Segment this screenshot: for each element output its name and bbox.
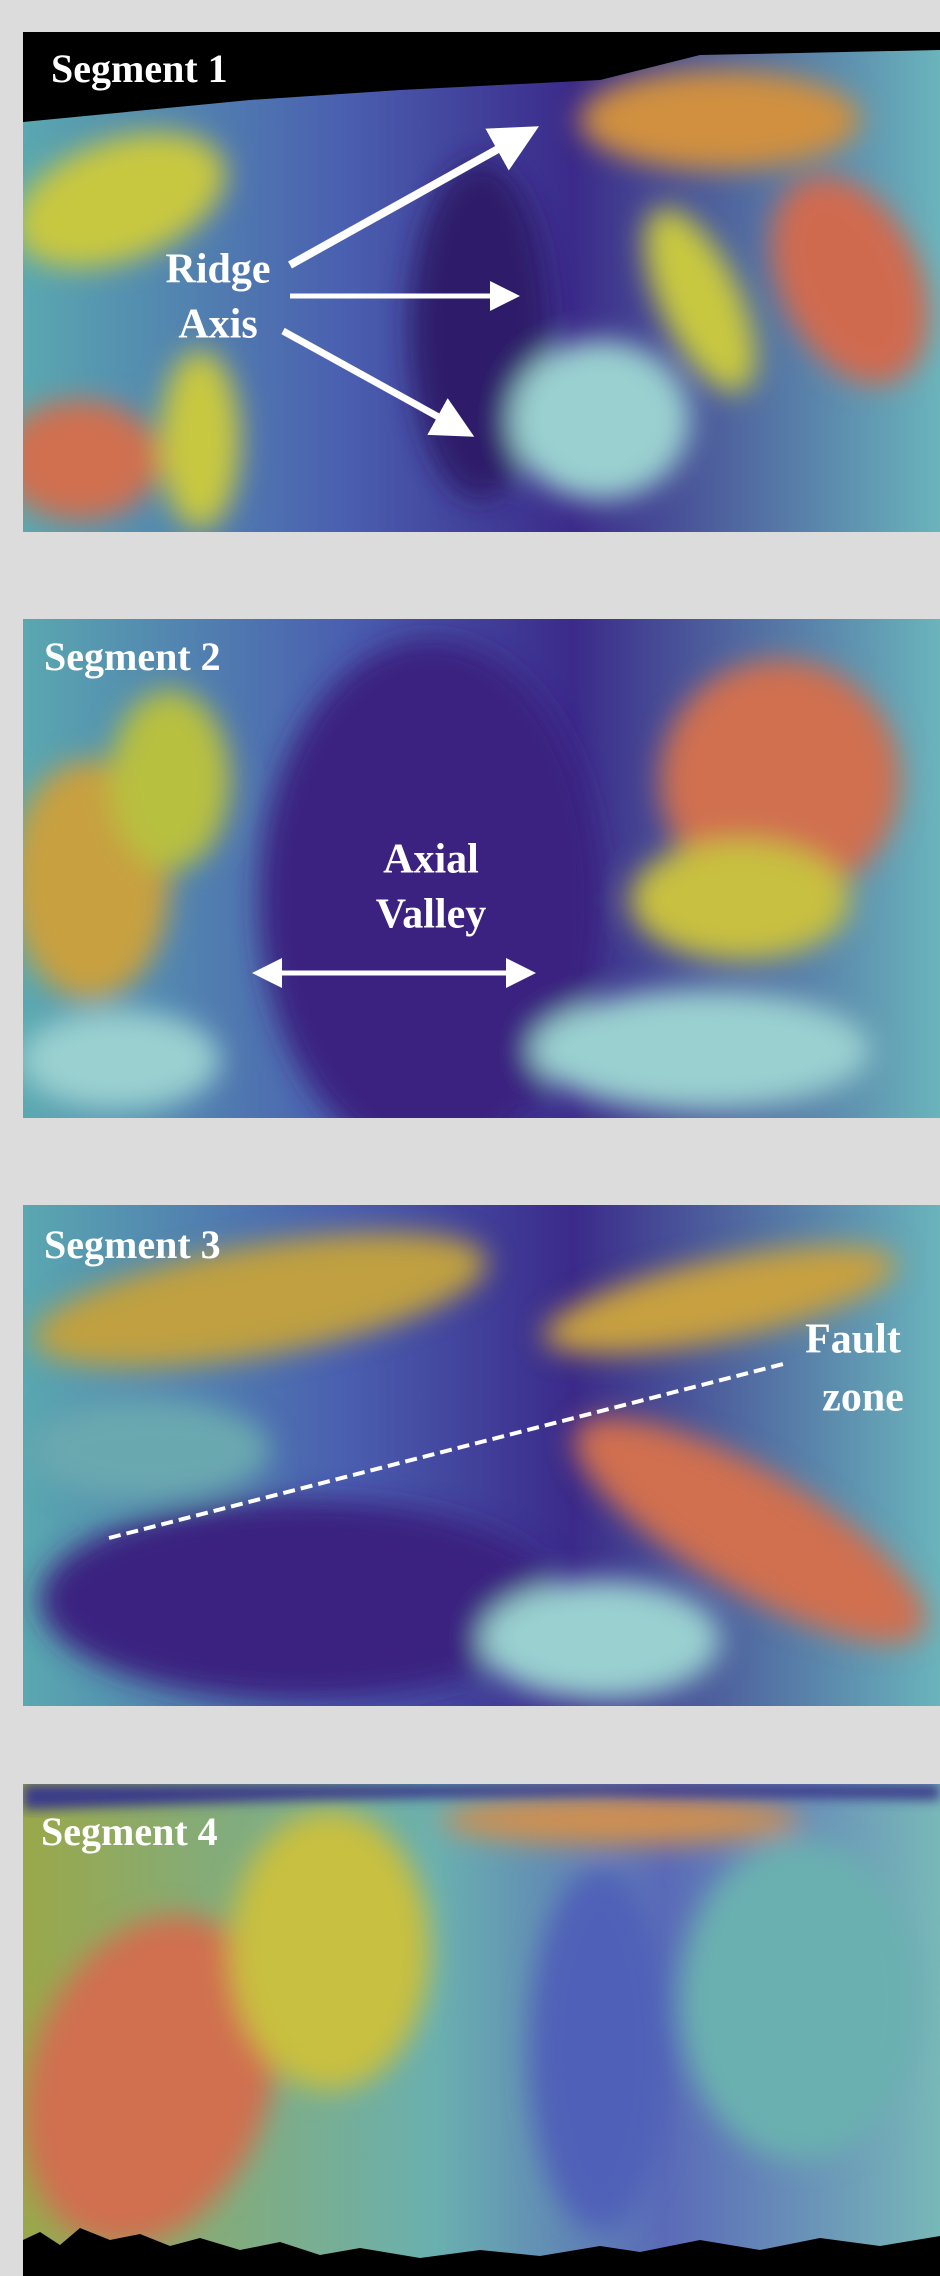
terrain-panel-3: [23, 1205, 940, 1706]
annotation: Fault: [805, 1317, 901, 1363]
annotation: zone: [822, 1375, 904, 1421]
terrain-panel-2: [10, 619, 940, 1160]
panel-label: Segment 2: [44, 634, 221, 679]
panel-label: Segment 4: [41, 1809, 218, 1854]
annotation: Axial: [383, 837, 479, 883]
annotation: Axis: [178, 302, 257, 348]
panel-label: Segment 3: [44, 1222, 221, 1267]
figure: Segment 1 Ridge Axis Segment 2 Axial Val…: [0, 0, 940, 2276]
annotation: Valley: [376, 892, 486, 938]
annotation: Ridge: [166, 247, 271, 293]
terrain-panel-4: [0, 1784, 940, 2276]
terrain-panel-1: [0, 32, 940, 532]
panel-label: Segment 1: [51, 46, 228, 91]
